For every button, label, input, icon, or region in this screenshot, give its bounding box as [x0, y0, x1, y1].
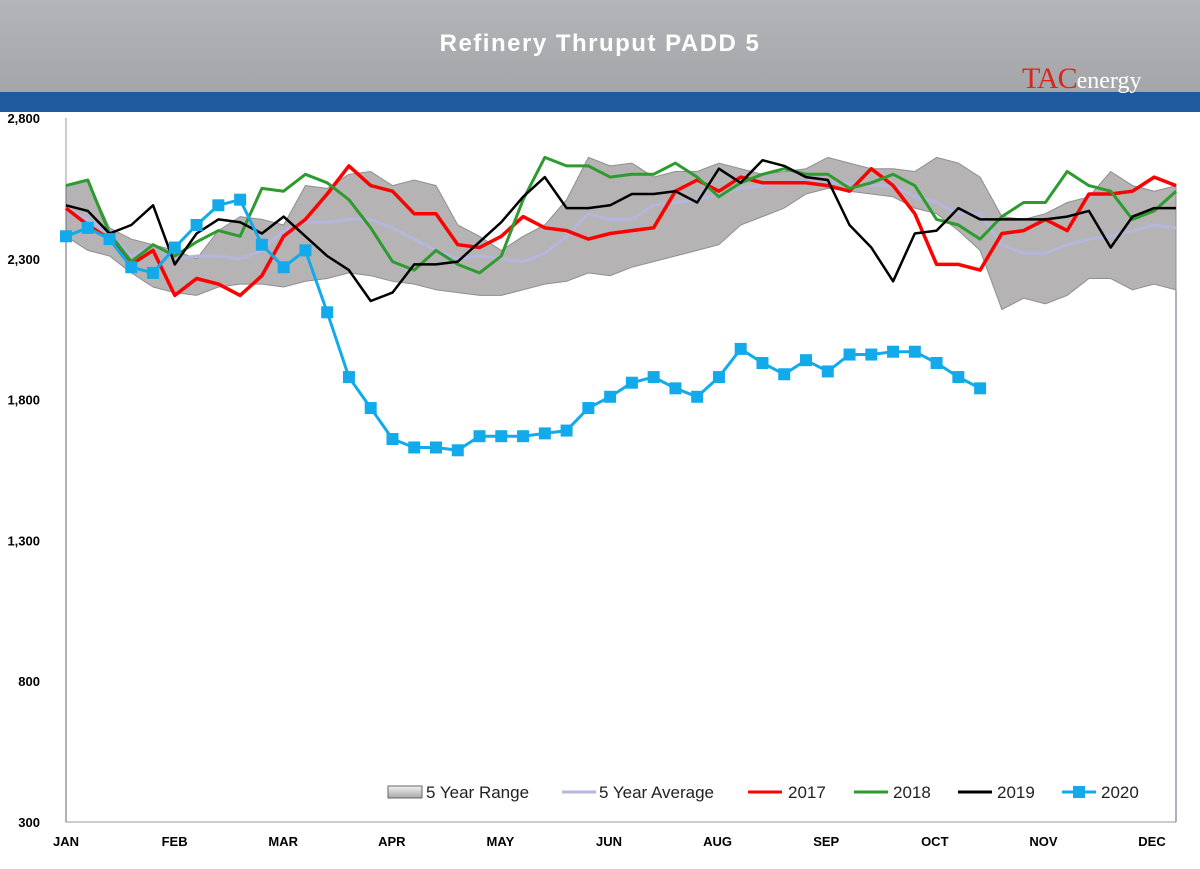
x-tick-label: MAR — [268, 834, 298, 849]
x-tick-label: JUN — [596, 834, 622, 849]
series-point-2020 — [255, 238, 268, 251]
series-point-2020 — [865, 348, 878, 361]
y-tick-label: 2,800 — [7, 111, 40, 126]
series-point-2020 — [930, 356, 943, 369]
series-point-2020 — [277, 261, 290, 274]
series-point-2020 — [560, 424, 573, 437]
legend-label: 5 Year Range — [426, 783, 529, 802]
series-point-2020 — [103, 233, 116, 246]
series-point-2020 — [342, 371, 355, 384]
series-point-2020 — [408, 441, 421, 454]
x-tick-label: JAN — [53, 834, 79, 849]
series-point-2020 — [430, 441, 442, 454]
y-tick-label: 800 — [18, 674, 40, 689]
legend-label: 2020 — [1101, 783, 1139, 802]
legend-label: 5 Year Average — [599, 783, 714, 802]
series-point-2020 — [669, 382, 682, 395]
logo-mark: TAC — [1022, 62, 1078, 95]
series-point-2020 — [321, 306, 334, 319]
series-point-2020 — [538, 427, 551, 440]
series-point-2020 — [495, 430, 508, 443]
series-point-2020 — [517, 430, 530, 443]
x-tick-label: SEP — [813, 834, 839, 849]
series-point-2020 — [604, 390, 617, 403]
series-point-2020 — [800, 354, 812, 367]
chart-title: Refinery Thruput PADD 5 — [439, 30, 761, 57]
x-tick-label: DEC — [1138, 834, 1166, 849]
series-point-2020 — [147, 266, 160, 279]
series-point-2020 — [778, 368, 791, 381]
series-point-2020 — [756, 356, 769, 369]
series-point-2020 — [974, 382, 987, 395]
chart-header — [0, 0, 1200, 92]
series-point-2020 — [212, 199, 225, 212]
series-point-2020 — [386, 433, 399, 446]
series-point-2020 — [821, 365, 834, 378]
y-tick-label: 1,300 — [7, 533, 40, 548]
series-line-2017 — [64, 164, 1177, 298]
series-point-2020 — [299, 244, 312, 257]
logo-wordmark: energy — [1076, 68, 1142, 94]
legend-label: 2019 — [997, 783, 1035, 802]
legend-swatch-5-year-range — [387, 785, 423, 799]
series-line-2019 — [65, 158, 1176, 303]
series-point-2020 — [734, 342, 747, 355]
y-tick-label: 1,800 — [7, 393, 40, 408]
legend-swatch-marker — [1073, 786, 1085, 798]
x-tick-label: NOV — [1029, 834, 1058, 849]
series-point-2020 — [60, 230, 72, 243]
series-point-2020 — [647, 371, 660, 384]
series-point-2020 — [81, 221, 94, 234]
legend: 5 Year Range 5 Year Average 2017 2018 2019 20… — [387, 783, 1139, 802]
y-axis-ticks: 2,800 2,300 1,800 1,300 800 300 — [7, 111, 40, 830]
series-point-2020 — [190, 219, 203, 232]
series-point-2020 — [952, 371, 965, 384]
series-line-2018 — [65, 155, 1178, 275]
series-point-2020 — [712, 371, 725, 384]
x-tick-label: OCT — [921, 834, 949, 849]
series-point-2020 — [625, 376, 638, 389]
x-tick-label: MAY — [487, 834, 515, 849]
x-tick-label: AUG — [703, 834, 732, 849]
series-point-2020 — [887, 345, 900, 358]
series-point-2020 — [234, 193, 247, 206]
series-point-2020 — [125, 261, 138, 274]
series-point-2020 — [691, 390, 704, 403]
series-point-2020 — [843, 348, 856, 361]
series-point-2020 — [451, 444, 464, 457]
legend-label: 2018 — [893, 783, 931, 802]
series-layer — [60, 155, 1178, 457]
series-point-2020 — [908, 345, 921, 358]
legend-label: 2017 — [788, 783, 826, 802]
x-axis-ticks: JAN FEB MAR APR MAY JUN AUG SEP OCT NOV DEC — [53, 834, 1166, 849]
x-tick-label: FEB — [162, 834, 188, 849]
header-band — [0, 92, 1200, 112]
series-point-2020 — [364, 402, 377, 415]
series-point-2020 — [168, 241, 181, 254]
x-tick-label: APR — [378, 834, 406, 849]
series-point-2020 — [473, 430, 486, 443]
series-point-2020 — [582, 402, 595, 415]
y-tick-label: 300 — [18, 815, 40, 830]
tac-energy-logo: TACenergy — [1022, 62, 1141, 98]
y-tick-label: 2,300 — [7, 252, 40, 267]
